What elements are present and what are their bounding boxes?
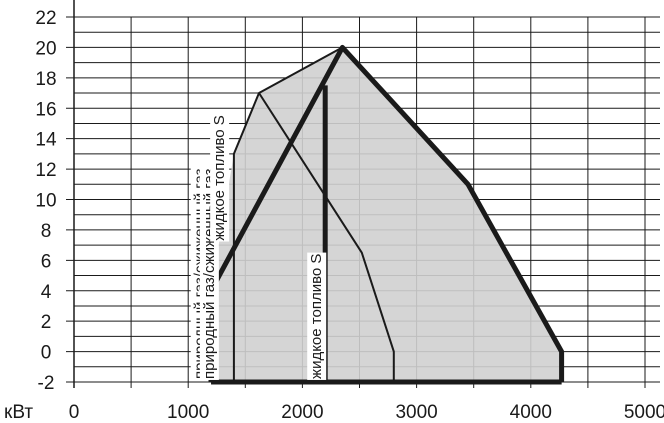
label-background <box>307 252 327 380</box>
y-tick-label: 20 <box>35 38 56 59</box>
y-tick-label: 4 <box>41 282 52 303</box>
y-tick-label: 8 <box>41 221 52 242</box>
x-tick-label: 1000 <box>167 402 209 423</box>
y-tick-label: 12 <box>35 160 56 181</box>
y-tick-label: 10 <box>35 191 56 212</box>
series-line-3 <box>258 92 395 382</box>
x-tick-label: 0 <box>69 402 80 423</box>
y-tick-label: 2 <box>41 312 52 333</box>
x-tick-label: 4000 <box>510 402 552 423</box>
series-line-2 <box>232 46 343 382</box>
x-tick-label: 5000 <box>624 402 664 423</box>
y-tick-label: 22 <box>35 8 56 29</box>
x-tick-label: 3000 <box>395 402 437 423</box>
y-tick-label: 6 <box>41 251 52 272</box>
y-tick-label: 0 <box>41 343 52 364</box>
y-tick-label: 14 <box>35 130 57 151</box>
x-tick-label: 2000 <box>281 402 323 423</box>
y-tick-label: 18 <box>35 69 56 90</box>
y-tick-label: -2 <box>38 373 55 394</box>
vertical-label-4: жидкое топливо S <box>308 254 325 379</box>
x-unit-label: кВт <box>4 402 33 423</box>
vertical-label-3: жидкое топливо S <box>211 115 228 240</box>
label-background <box>210 114 230 242</box>
y-tick-label: 16 <box>35 99 56 120</box>
